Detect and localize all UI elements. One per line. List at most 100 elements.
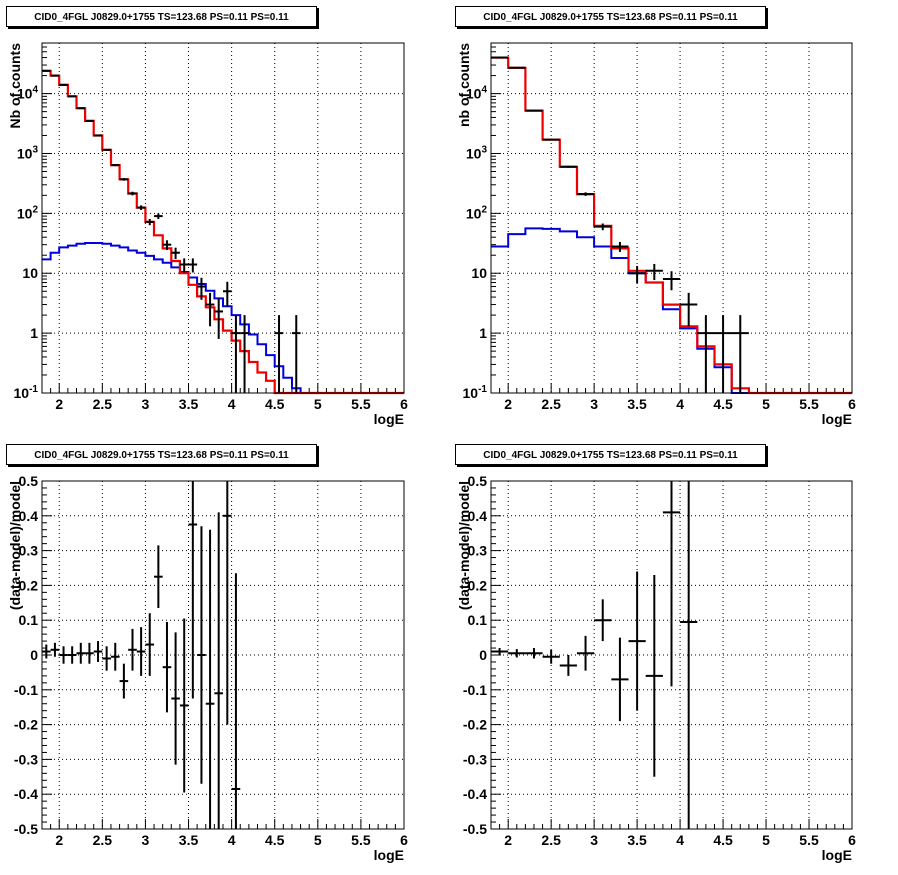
y-tick-label: 0.1 — [468, 612, 488, 628]
data-point — [67, 646, 77, 664]
data-points — [491, 56, 749, 393]
data-point — [205, 292, 215, 327]
y-tick-label: 10 — [471, 265, 487, 281]
y-tick-label: 102 — [17, 204, 39, 221]
data-point — [93, 134, 103, 137]
data-point — [594, 599, 612, 642]
data-point — [188, 481, 198, 699]
x-tick-label: 4.5 — [713, 396, 733, 412]
y-tick-label: 0 — [30, 647, 38, 663]
data-point — [136, 627, 146, 676]
data-point — [731, 315, 749, 393]
x-tick-label: 3 — [590, 396, 598, 412]
y-tick-label: -0.4 — [14, 786, 38, 802]
data-point — [559, 165, 577, 168]
y-tick-label: 10-1 — [14, 384, 39, 401]
data-point — [119, 663, 129, 699]
x-tick-label: 5.5 — [351, 396, 371, 412]
y-tick-label: -0.3 — [463, 751, 487, 767]
y-tick-label: 0.1 — [19, 612, 39, 628]
x-tick-label: 2 — [504, 396, 512, 412]
x-tick-label: 4 — [228, 396, 236, 412]
y-tick-label: -0.4 — [463, 786, 487, 802]
data-point — [611, 637, 629, 722]
y-axis-title: Nb of counts — [7, 43, 23, 129]
plot-residuals-right: 2 2.5 3 3.5 4 4.5 5 5.5 6 -0.5 -0.4 -0.3 -0.2 -0.1 0 0.… — [456, 473, 856, 863]
data-point — [179, 618, 189, 793]
plot-title: CID0_4FGL J0829.0+1755 TS=123.68 PS=0.11… — [455, 6, 766, 27]
x-tick-label: 2.5 — [93, 396, 113, 412]
x-tick-label: 6 — [848, 832, 856, 848]
x-tick-label: 2 — [55, 832, 63, 848]
x-tick-label: 4.5 — [265, 396, 285, 412]
data-point — [110, 642, 120, 671]
data-point — [525, 648, 543, 659]
data-point — [145, 219, 155, 226]
data-point — [240, 315, 249, 393]
data-point — [76, 642, 86, 664]
data-point — [162, 240, 172, 250]
data-point — [145, 613, 155, 676]
x-tick-label: 3 — [590, 832, 598, 848]
data-point — [714, 315, 732, 393]
grid — [42, 43, 404, 393]
y-tick-label: 0.5 — [468, 473, 488, 489]
data-point — [85, 119, 94, 122]
axis-ticks — [490, 42, 853, 394]
data-point — [93, 641, 103, 662]
x-axis-title: logE — [374, 411, 404, 427]
data-point — [205, 529, 215, 829]
plot-title: CID0_4FGL J0829.0+1755 TS=123.68 PS=0.11… — [455, 444, 766, 465]
total-model-histogram — [42, 69, 404, 395]
y-tick-label: 1 — [30, 325, 38, 341]
x-tick-label: 6 — [400, 832, 408, 848]
data-point — [662, 481, 681, 687]
data-point — [59, 646, 68, 664]
data-point — [542, 649, 560, 664]
data-point — [171, 247, 180, 259]
data-point — [136, 205, 146, 210]
plot-frame — [490, 42, 853, 394]
y-tick-label: 0.2 — [19, 577, 39, 593]
data-point — [42, 644, 51, 659]
source-model-histogram — [42, 242, 404, 394]
data-point — [645, 263, 663, 281]
data-point — [119, 178, 129, 181]
x-tick-label: 3 — [142, 832, 150, 848]
data-point — [628, 571, 646, 711]
pad-residuals-left: 2 2.5 3 3.5 4 4.5 5 5.5 6 -0.5 -0.4 -0.3 -0.2 -0.1 0 0.… — [0, 437, 449, 874]
grid — [491, 43, 852, 393]
x-tick-label: 2.5 — [541, 832, 561, 848]
y-tick-label: 1 — [479, 325, 487, 341]
x-tick-label: 3.5 — [179, 832, 199, 848]
data-point — [154, 213, 163, 220]
plot-counts-right: 2 2.5 3 3.5 4 4.5 5 5.5 610-1110102103104logEnb … — [456, 42, 856, 427]
axis-ticks — [490, 480, 853, 830]
plot-residuals-left: 2 2.5 3 3.5 4 4.5 5 5.5 6 -0.5 -0.4 -0.3 -0.2 -0.1 0 0.… — [7, 473, 408, 863]
data-point — [67, 95, 77, 98]
data-points — [491, 481, 698, 829]
data-point — [628, 266, 646, 284]
x-tick-label: 5 — [314, 832, 322, 848]
x-tick-label: 5.5 — [799, 832, 819, 848]
y-tick-label: -0.2 — [14, 717, 38, 733]
data-point — [231, 315, 241, 393]
x-tick-label: 4 — [676, 396, 684, 412]
y-axis-title: (data-model)/model — [456, 481, 472, 610]
x-tick-label: 5.5 — [351, 832, 371, 848]
data-point — [662, 271, 681, 291]
y-tick-label: -0.2 — [463, 717, 487, 733]
y-axis-title: (data-model)/model — [7, 481, 23, 610]
data-point — [542, 138, 560, 141]
data-point — [680, 481, 698, 829]
x-tick-label: 5.5 — [799, 396, 819, 412]
x-tick-label: 2 — [504, 832, 512, 848]
x-tick-label: 6 — [400, 396, 408, 412]
data-point — [576, 635, 595, 671]
y-tick-label: 0 — [479, 647, 487, 663]
data-point — [179, 258, 189, 273]
x-tick-label: 2.5 — [93, 832, 113, 848]
data-point — [559, 655, 577, 676]
pad-counts-left: 2 2.5 3 3.5 4 4.5 5 5.5 6 10-1 1 10 102 103 104 logE Nb … — [0, 0, 449, 437]
data-point — [128, 628, 137, 671]
